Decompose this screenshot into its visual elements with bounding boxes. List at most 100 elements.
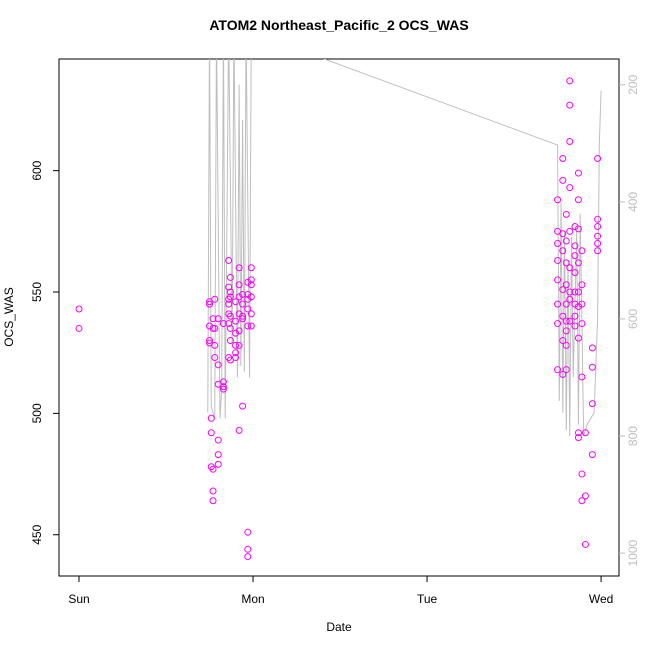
x-axis-title: Date: [326, 620, 352, 634]
point: [566, 288, 574, 296]
point: [566, 264, 574, 272]
point: [578, 373, 586, 381]
point: [232, 354, 240, 362]
point: [226, 312, 234, 320]
point: [225, 320, 233, 328]
point: [209, 465, 217, 473]
point: [244, 322, 252, 330]
point: [225, 283, 233, 291]
point: [244, 278, 252, 286]
point: [574, 429, 582, 437]
point: [239, 315, 247, 323]
point: [594, 222, 602, 230]
point: [226, 273, 234, 281]
point: [574, 288, 582, 296]
point: [235, 293, 243, 301]
point: [571, 222, 579, 230]
point: [554, 366, 562, 374]
point: [226, 324, 234, 332]
point: [588, 363, 596, 371]
point: [226, 293, 234, 301]
point: [554, 196, 562, 204]
point: [594, 247, 602, 255]
point: [562, 341, 570, 349]
point: [232, 298, 240, 306]
point: [207, 414, 215, 422]
point: [206, 337, 214, 345]
point: [247, 310, 255, 318]
point: [239, 312, 247, 320]
point: [214, 451, 222, 459]
y2-tick-label: 600: [626, 309, 640, 329]
point: [562, 366, 570, 374]
point: [211, 341, 219, 349]
point: [554, 300, 562, 308]
point: [247, 293, 255, 301]
point: [574, 196, 582, 204]
point: [244, 290, 252, 298]
point: [211, 324, 219, 332]
point: [574, 225, 582, 233]
point: [588, 400, 596, 408]
point: [571, 269, 579, 277]
point: [219, 378, 227, 386]
point: [239, 290, 247, 298]
y2-tick-label: 800: [626, 426, 640, 446]
point: [232, 317, 240, 325]
point: [566, 295, 574, 303]
point: [566, 184, 574, 192]
point: [578, 470, 586, 478]
y2-tick-label: 1000: [626, 539, 640, 566]
point: [225, 256, 233, 264]
point: [235, 341, 243, 349]
point: [235, 310, 243, 318]
point: [232, 341, 240, 349]
point: [75, 305, 83, 313]
point: [244, 545, 252, 553]
point: [214, 436, 222, 444]
point: [594, 155, 602, 163]
point: [214, 361, 222, 369]
point: [207, 429, 215, 437]
point: [578, 300, 586, 308]
point: [562, 317, 570, 325]
x-tick-label: Wed: [589, 592, 613, 606]
point: [562, 237, 570, 245]
point: [554, 276, 562, 284]
point: [581, 429, 589, 437]
point: [559, 230, 567, 238]
point: [209, 497, 217, 505]
point: [581, 492, 589, 500]
point: [247, 322, 255, 330]
point: [562, 210, 570, 218]
point: [235, 426, 243, 434]
point: [559, 155, 567, 163]
point: [239, 300, 247, 308]
point: [211, 354, 219, 362]
point: [581, 540, 589, 548]
point: [578, 247, 586, 255]
point: [244, 295, 252, 303]
point: [214, 315, 222, 323]
y-axis-title: OCS_WAS: [2, 287, 16, 347]
line-layer: [207, 59, 602, 437]
y-tick-label: 500: [30, 403, 44, 423]
point: [594, 215, 602, 223]
point: [559, 286, 567, 294]
point: [559, 371, 567, 379]
point: [244, 528, 252, 536]
point: [559, 312, 567, 320]
point: [562, 281, 570, 289]
point: [244, 305, 252, 313]
point: [574, 169, 582, 177]
point: [578, 320, 586, 328]
point: [574, 303, 582, 311]
point: [566, 101, 574, 109]
plot-frame: [58, 58, 620, 577]
point: [219, 385, 227, 393]
point: [214, 460, 222, 468]
point: [578, 281, 586, 289]
y-tick-label: 450: [30, 524, 44, 544]
point: [562, 327, 570, 335]
